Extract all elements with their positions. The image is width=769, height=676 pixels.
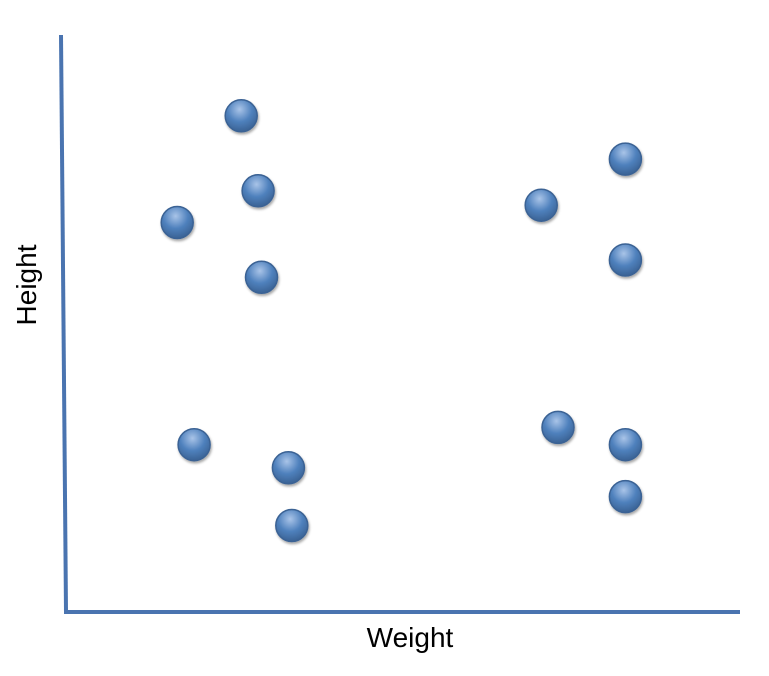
- x-axis-label: Weight: [367, 622, 454, 653]
- data-point-3: [161, 207, 193, 239]
- data-point-2: [242, 175, 274, 207]
- data-point-7: [276, 510, 308, 542]
- data-point-1: [225, 100, 257, 132]
- data-point-11: [542, 411, 574, 443]
- data-point-5: [178, 429, 210, 461]
- y-axis-line: [61, 35, 66, 612]
- data-point-10: [609, 244, 641, 276]
- data-point-8: [525, 189, 557, 221]
- data-point-12: [609, 429, 641, 461]
- data-point-4: [246, 261, 278, 293]
- data-point-6: [272, 452, 304, 484]
- data-point-9: [609, 143, 641, 175]
- data-point-13: [609, 481, 641, 513]
- y-axis-label: Height: [11, 244, 42, 325]
- plot-area: [161, 100, 641, 542]
